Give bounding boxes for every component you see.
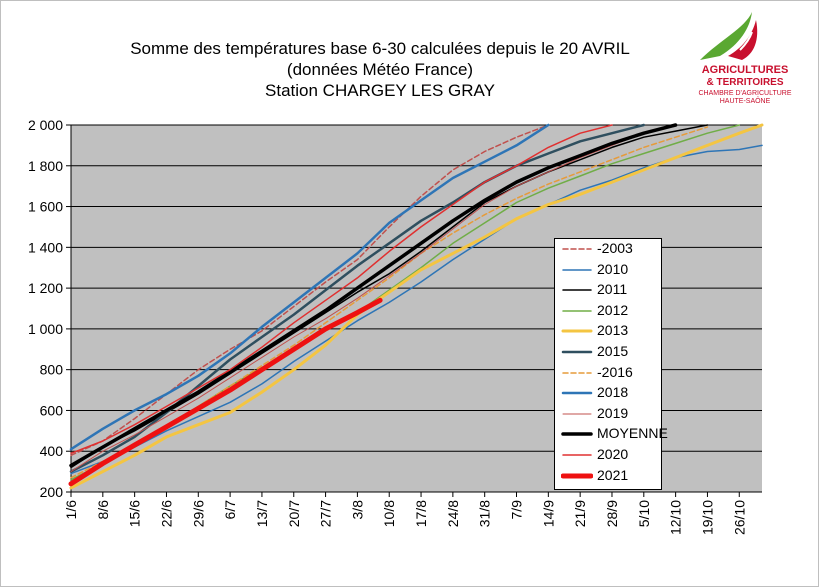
x-tick-label: 24/8 (445, 500, 461, 527)
legend-swatch (562, 310, 592, 312)
chart-title-line3: Station CHARGEY LES GRAY (265, 81, 495, 100)
x-tick-label: 20/7 (286, 500, 302, 527)
series-line-2015 (69, 123, 646, 473)
legend-item: -2016 (561, 363, 661, 383)
legend-swatch (562, 268, 592, 271)
x-tick-label: 21/9 (572, 500, 588, 527)
legend: -2003 2010 2011 2012 2013 2015 -2016 2018 2019 MO… (554, 238, 668, 490)
x-tick-label: 19/10 (699, 500, 715, 535)
x-tick-label: 7/9 (509, 500, 525, 520)
legend-item: 2010 (561, 260, 661, 280)
legend-swatch (562, 289, 592, 291)
legend-label: -2016 (597, 363, 633, 380)
logo-emblem-icon (700, 12, 758, 60)
y-axis: 200 400 600 800 1 000 1 200 1 400 1 600 1 800 2 0… (28, 117, 72, 500)
y-tick-label: 1 200 (28, 280, 63, 296)
legend-item: 2013 (561, 321, 661, 341)
series-line-2019 (70, 124, 677, 473)
legend-label: MOYENNE (597, 425, 668, 442)
chart-title: Somme des températures base 6-30 calculé… (60, 38, 700, 101)
legend-label: 2010 (597, 260, 629, 277)
x-tick-label: 8/6 (95, 500, 111, 520)
series-line-MOYENNE (69, 123, 678, 468)
legend-swatch (561, 329, 593, 333)
legend-label: 2021 (597, 466, 629, 483)
x-tick-label: 29/6 (190, 500, 206, 527)
x-axis: 1/6 8/6 15/6 22/6 29/6 6/7 13/7 20/7 27/7 3/8 10/8… (63, 491, 762, 535)
legend-label: 2020 (597, 446, 629, 462)
logo-text-department: HAUTE-SAÔNE (719, 98, 771, 105)
series-line-2013 (69, 123, 764, 490)
series-line-2021 (68, 297, 383, 487)
legend-swatch (562, 454, 592, 456)
x-tick-label: 1/6 (63, 500, 79, 520)
series-line-2003 (70, 124, 550, 457)
x-tick-label: 14/9 (540, 500, 556, 527)
x-tick-label: 13/7 (254, 500, 270, 527)
legend-item: 2021 (561, 466, 661, 486)
chambre-agriculture-logo: AGRICULTURES & TERRITOIRES CHAMBRE D'AGR… (690, 10, 800, 110)
logo-text-agricultures: AGRICULTURES (701, 64, 789, 76)
y-tick-label: 2 000 (28, 117, 63, 133)
series-line-2018 (69, 123, 550, 451)
x-tick-label: 31/8 (477, 500, 493, 527)
legend-label: -2003 (597, 240, 633, 256)
x-tick-label: 6/7 (222, 500, 238, 520)
legend-item: 2020 (561, 445, 661, 465)
chart-title-line1: Somme des températures base 6-30 calculé… (130, 39, 630, 58)
x-tick-label: 15/6 (127, 500, 143, 527)
x-tick-label: 17/8 (413, 500, 429, 527)
legend-label: 2013 (597, 322, 629, 339)
legend-swatch (561, 473, 593, 479)
y-tick-label: 400 (40, 443, 64, 459)
y-tick-label: 600 (40, 402, 64, 418)
legend-item: 2011 (561, 280, 661, 300)
y-tick-label: 800 (40, 362, 64, 378)
legend-item: 2012 (561, 301, 661, 321)
legend-label: 2019 (597, 404, 629, 421)
legend-swatch (562, 248, 592, 250)
y-tick-label: 1 000 (28, 321, 63, 337)
legend-label: 2015 (597, 343, 629, 359)
logo-text-chambre: CHAMBRE D'AGRICULTURE (698, 90, 792, 97)
legend-swatch (562, 413, 592, 415)
y-tick-label: 1 400 (28, 239, 63, 255)
series-line-2011 (70, 124, 709, 469)
x-tick-label: 5/10 (636, 500, 652, 527)
y-tick-label: 1 600 (28, 199, 63, 215)
logo-text-territoires: & TERRITOIRES (706, 77, 784, 88)
series-line-2020 (70, 124, 613, 455)
legend-item: 2015 (561, 342, 661, 362)
x-tick-label: 27/7 (318, 500, 334, 527)
x-tick-label: 22/6 (158, 500, 174, 527)
series-lines (68, 123, 764, 490)
legend-label: 2018 (597, 384, 629, 401)
y-tick-label: 200 (40, 484, 64, 500)
legend-swatch (561, 391, 593, 395)
legend-item: -2003 (561, 239, 661, 259)
legend-label: 2012 (597, 301, 629, 318)
legend-item: 2018 (561, 383, 661, 403)
legend-item: MOYENNE (561, 424, 668, 444)
y-tick-label: 1 800 (28, 158, 63, 174)
x-tick-label: 26/10 (731, 500, 747, 535)
chart-title-line2: (données Météo France) (286, 60, 474, 79)
legend-item: 2019 (561, 404, 661, 424)
x-tick-label: 28/9 (604, 500, 620, 527)
legend-swatch (562, 371, 592, 374)
legend-swatch (561, 432, 593, 437)
legend-swatch (561, 350, 593, 354)
x-tick-label: 12/10 (668, 500, 684, 535)
legend-label: 2011 (597, 281, 628, 298)
x-tick-label: 10/8 (381, 500, 397, 527)
x-tick-label: 3/8 (349, 500, 365, 520)
